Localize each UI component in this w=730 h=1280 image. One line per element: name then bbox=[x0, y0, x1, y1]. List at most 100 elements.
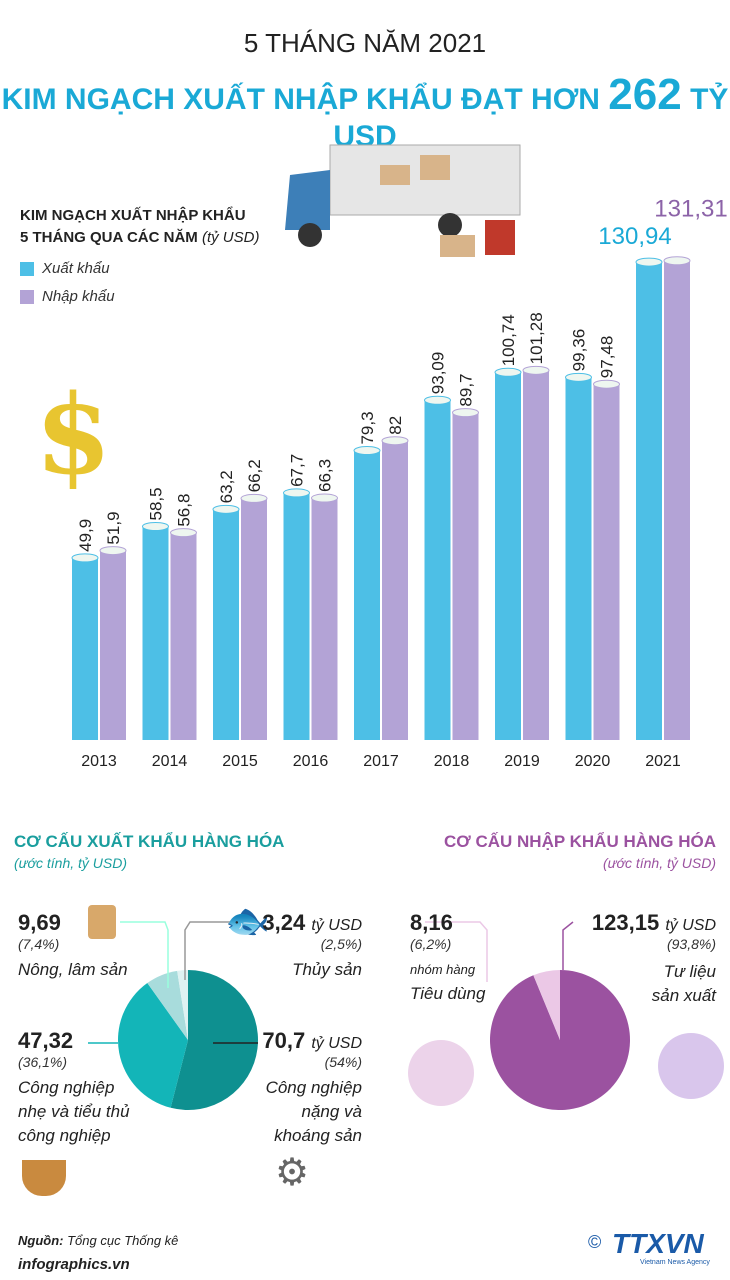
ttxvn-logo: TTXVN bbox=[612, 1228, 704, 1259]
bar bbox=[495, 372, 521, 740]
name: Công nghiệp nặng và khoáng sản bbox=[265, 1078, 362, 1145]
x-tick-label: 2019 bbox=[504, 753, 540, 770]
bar bbox=[241, 498, 267, 740]
title-number: 262 bbox=[608, 70, 682, 119]
data-label: 100,74 bbox=[499, 314, 518, 366]
x-tick-label: 2021 bbox=[645, 753, 681, 770]
chart-title: KIM NGẠCH XUẤT NHẬP KHẨU 5 THÁNG QUA CÁC … bbox=[20, 205, 259, 249]
subtitle: 5 THÁNG NĂM 2021 bbox=[243, 28, 487, 58]
chart-title-line2: 5 THÁNG QUA CÁC NĂM bbox=[20, 229, 198, 246]
leader-line bbox=[425, 921, 488, 982]
value: 123,15 bbox=[591, 910, 660, 935]
name: Công nghiệp nhẹ và tiểu thủ công nghiệp bbox=[18, 1078, 130, 1145]
pie-slice bbox=[170, 970, 259, 1110]
data-label: 99,36 bbox=[570, 329, 589, 372]
pie-slice bbox=[118, 983, 188, 1108]
bar-cap bbox=[565, 372, 592, 382]
copyright: © bbox=[588, 1232, 602, 1252]
source-label: Nguồn: bbox=[18, 1233, 64, 1248]
name: Thủy sản bbox=[292, 960, 362, 979]
pct: (7,4%) bbox=[18, 936, 60, 952]
data-label: 82 bbox=[386, 416, 405, 435]
data-label: 130,94 bbox=[598, 223, 671, 250]
pct: (54%) bbox=[324, 1054, 362, 1070]
textile-roll-icon bbox=[658, 1033, 724, 1099]
pct: (36,1%) bbox=[18, 1054, 68, 1070]
bar-cap bbox=[283, 488, 310, 498]
bar-cap bbox=[635, 257, 663, 267]
bar-cap bbox=[424, 395, 451, 405]
bar bbox=[593, 384, 620, 740]
x-tick-label: 2020 bbox=[575, 753, 611, 770]
data-label: 67,7 bbox=[288, 454, 307, 487]
legend-import: Nhập khẩu bbox=[20, 288, 115, 305]
value: 70,7 bbox=[262, 1028, 306, 1053]
bar bbox=[311, 498, 338, 740]
bar bbox=[72, 557, 98, 740]
value: 8,16 bbox=[410, 910, 453, 935]
bar-cap bbox=[311, 493, 338, 503]
bar-cap bbox=[663, 256, 691, 266]
bar-cap bbox=[452, 408, 479, 418]
export-subtitle: (ước tính, tỷ USD) bbox=[14, 855, 128, 871]
gear-icon: ⚙ bbox=[275, 1152, 310, 1194]
shopping-cart-icon bbox=[408, 1040, 474, 1106]
bar-chart: 49,9 51,9 2013 58,5 56,8 2014 63,2 66,2 2015 67,7… bbox=[71, 196, 728, 770]
bar bbox=[354, 450, 380, 740]
site: infographics.vn bbox=[18, 1256, 130, 1273]
bar-cap bbox=[494, 367, 522, 377]
bar-cap bbox=[142, 521, 169, 531]
name: Nông, lâm sản bbox=[18, 960, 128, 979]
data-label: 93,09 bbox=[429, 352, 448, 395]
unit: tỷ USD bbox=[311, 1035, 362, 1052]
bar-cap bbox=[240, 493, 268, 503]
label-production: 123,15 tỷ USD (93,8%) Tư liệu sản xuất bbox=[592, 910, 716, 1008]
legend-label: Nhập khẩu bbox=[42, 288, 115, 305]
legend-export: Xuất khẩu bbox=[20, 260, 110, 277]
value: 9,69 bbox=[18, 910, 61, 935]
value: 47,32 bbox=[18, 1028, 74, 1053]
bar bbox=[100, 550, 126, 740]
pct: (2,5%) bbox=[320, 936, 362, 952]
bar-cap bbox=[99, 546, 127, 556]
x-tick-label: 2018 bbox=[434, 753, 470, 770]
name-small: nhóm hàng bbox=[410, 962, 476, 977]
bar-cap bbox=[353, 446, 381, 456]
name: Tiêu dùng bbox=[410, 984, 486, 1003]
bar bbox=[424, 400, 451, 740]
bar bbox=[213, 509, 239, 740]
bar bbox=[523, 370, 549, 740]
export-pie bbox=[88, 921, 259, 1110]
x-tick-label: 2017 bbox=[363, 753, 399, 770]
data-label: 79,3 bbox=[358, 411, 377, 444]
label-light-industry: 47,32 (36,1%) Công nghiệp nhẹ và tiểu thủ … bbox=[18, 1028, 138, 1148]
dollar-icon: $ bbox=[35, 370, 112, 499]
bar-cap bbox=[71, 553, 99, 563]
pie-slice bbox=[147, 970, 188, 1040]
unit: tỷ USD bbox=[311, 917, 362, 934]
import-pie bbox=[425, 921, 630, 1110]
legend-swatch bbox=[20, 261, 34, 276]
import-title: CƠ CẤU NHẬP KHẨU HÀNG HÓA bbox=[443, 832, 716, 851]
data-label: 58,5 bbox=[147, 487, 166, 520]
bar-cap bbox=[212, 504, 240, 514]
label-consumer: 8,16 (6,2%) nhóm hàng Tiêu dùng bbox=[410, 910, 485, 1006]
truck-illustration bbox=[285, 144, 521, 257]
data-label: 49,9 bbox=[76, 519, 95, 552]
import-subtitle: (ước tính, tỷ USD) bbox=[602, 855, 716, 871]
pie-slice bbox=[177, 970, 188, 1040]
legend-label: Xuất khẩu bbox=[42, 260, 110, 277]
pct: (6,2%) bbox=[410, 936, 452, 952]
label-agri: 9,69 (7,4%) Nông, lâm sản bbox=[18, 910, 128, 982]
leader-line bbox=[120, 921, 169, 988]
label-heavy-industry: 70,7 tỷ USD (54%) Công nghiệp nặng và khoá… bbox=[252, 1028, 362, 1148]
bar bbox=[452, 412, 479, 740]
data-label: 63,2 bbox=[217, 470, 236, 503]
legend-swatch bbox=[20, 289, 34, 304]
x-tick-label: 2014 bbox=[152, 753, 188, 770]
bar-cap bbox=[170, 528, 197, 538]
x-tick-label: 2016 bbox=[293, 753, 329, 770]
chart-title-line1: KIM NGẠCH XUẤT NHẬP KHẨU bbox=[20, 207, 246, 224]
data-label: 97,48 bbox=[598, 336, 617, 379]
leader-line bbox=[184, 921, 250, 980]
